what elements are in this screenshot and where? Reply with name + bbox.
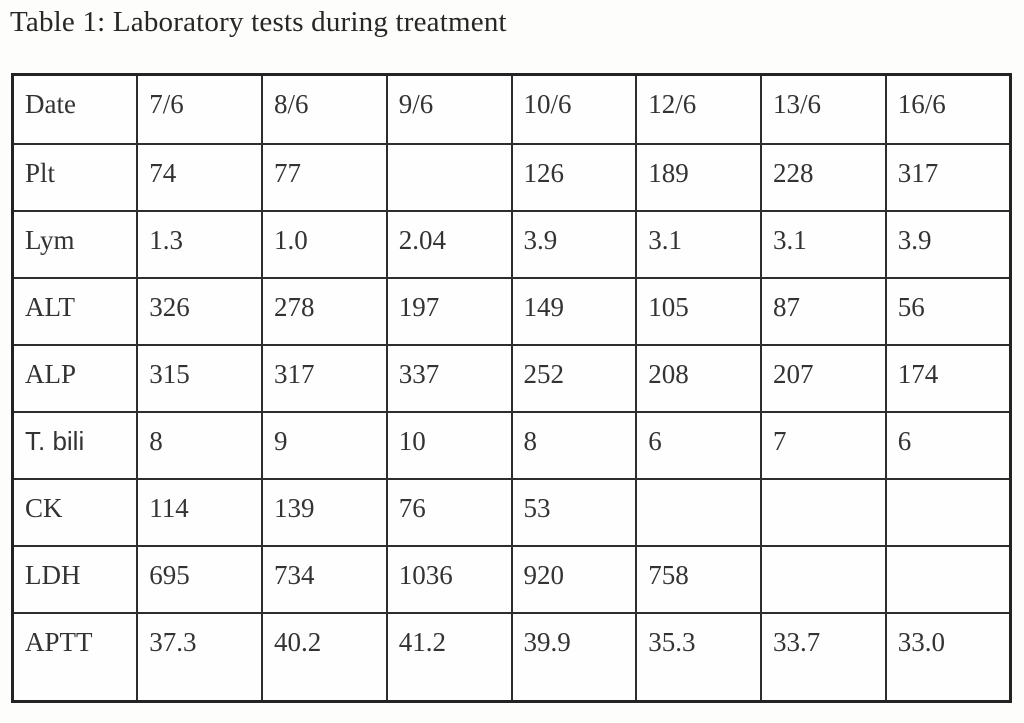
value-cell: 1036 (385, 544, 513, 614)
row-label-cell: Plt (11, 142, 139, 212)
value-cell: 228 (760, 142, 887, 212)
value-cell: 3.9 (884, 209, 1012, 279)
value-cell: 252 (510, 343, 638, 413)
value-cell: 3.1 (760, 209, 887, 279)
value-cell: 53 (510, 477, 638, 547)
table-row: T. bili 8 9 10 8 6 7 6 (11, 410, 1012, 480)
value-cell: 174 (884, 343, 1012, 413)
value-cell: 337 (385, 343, 513, 413)
value-cell: 39.9 (510, 611, 638, 703)
header-date-cell: 16/6 (884, 73, 1012, 145)
header-date-cell: 7/6 (136, 73, 263, 145)
row-label-cell: ALT (11, 276, 139, 346)
value-cell: 189 (635, 142, 762, 212)
value-cell (760, 477, 887, 547)
header-label-cell: Date (11, 73, 139, 145)
value-cell: 3.9 (510, 209, 638, 279)
row-label-cell: APTT (11, 611, 139, 703)
value-cell: 317 (261, 343, 388, 413)
value-cell: 1.0 (261, 209, 388, 279)
value-cell: 1.3 (136, 209, 263, 279)
header-date-cell: 9/6 (385, 73, 513, 145)
value-cell: 10 (385, 410, 513, 480)
table-row: ALP 315 317 337 252 208 207 174 (11, 343, 1012, 413)
value-cell (385, 142, 513, 212)
table-caption: Table 1: Laboratory tests during treatme… (10, 6, 507, 38)
value-cell: 41.2 (385, 611, 513, 703)
value-cell: 37.3 (136, 611, 263, 703)
value-cell: 76 (385, 477, 513, 547)
value-cell: 2.04 (385, 209, 513, 279)
row-label-cell: T. bili (11, 410, 139, 480)
value-cell: 8 (510, 410, 638, 480)
value-cell: 317 (884, 142, 1012, 212)
value-cell (884, 477, 1012, 547)
value-cell: 695 (136, 544, 263, 614)
value-cell: 197 (385, 276, 513, 346)
lab-results-table-body: Date 7/6 8/6 9/6 10/6 12/6 13/6 16/6 Plt 74 77 126 1… (11, 73, 1012, 703)
table-row: CK 114 139 76 53 (11, 477, 1012, 547)
table-row: ALT 326 278 197 149 105 87 56 (11, 276, 1012, 346)
row-label-cell: Lym (11, 209, 139, 279)
value-cell: 315 (136, 343, 263, 413)
header-date-cell: 13/6 (760, 73, 887, 145)
table-header-row: Date 7/6 8/6 9/6 10/6 12/6 13/6 16/6 (11, 73, 1012, 145)
header-date-cell: 12/6 (635, 73, 762, 145)
value-cell: 35.3 (635, 611, 762, 703)
value-cell (760, 544, 887, 614)
lab-results-table: Date 7/6 8/6 9/6 10/6 12/6 13/6 16/6 Plt 74 77 126 1… (11, 73, 1012, 703)
value-cell: 7 (760, 410, 887, 480)
table-row: Lym 1.3 1.0 2.04 3.9 3.1 3.1 3.9 (11, 209, 1012, 279)
value-cell: 114 (136, 477, 263, 547)
value-cell: 105 (635, 276, 762, 346)
value-cell: 33.0 (884, 611, 1012, 703)
value-cell (884, 544, 1012, 614)
row-label-cell: ALP (11, 343, 139, 413)
table-row: LDH 695 734 1036 920 758 (11, 544, 1012, 614)
header-date-cell: 8/6 (261, 73, 388, 145)
value-cell: 74 (136, 142, 263, 212)
value-cell: 278 (261, 276, 388, 346)
value-cell (635, 477, 762, 547)
value-cell: 6 (635, 410, 762, 480)
table-row: APTT 37.3 40.2 41.2 39.9 35.3 33.7 33.0 (11, 611, 1012, 703)
value-cell: 77 (261, 142, 388, 212)
value-cell: 734 (261, 544, 388, 614)
value-cell: 326 (136, 276, 263, 346)
header-date-cell: 10/6 (510, 73, 638, 145)
value-cell: 920 (510, 544, 638, 614)
value-cell: 3.1 (635, 209, 762, 279)
value-cell: 9 (261, 410, 388, 480)
value-cell: 149 (510, 276, 638, 346)
value-cell: 139 (261, 477, 388, 547)
value-cell: 87 (760, 276, 887, 346)
value-cell: 8 (136, 410, 263, 480)
value-cell: 208 (635, 343, 762, 413)
value-cell: 40.2 (261, 611, 388, 703)
value-cell: 6 (884, 410, 1012, 480)
value-cell: 33.7 (760, 611, 887, 703)
row-label-cell: CK (11, 477, 139, 547)
row-label-cell: LDH (11, 544, 139, 614)
value-cell: 207 (760, 343, 887, 413)
table-row: Plt 74 77 126 189 228 317 (11, 142, 1012, 212)
value-cell: 758 (635, 544, 762, 614)
value-cell: 56 (884, 276, 1012, 346)
value-cell: 126 (510, 142, 638, 212)
